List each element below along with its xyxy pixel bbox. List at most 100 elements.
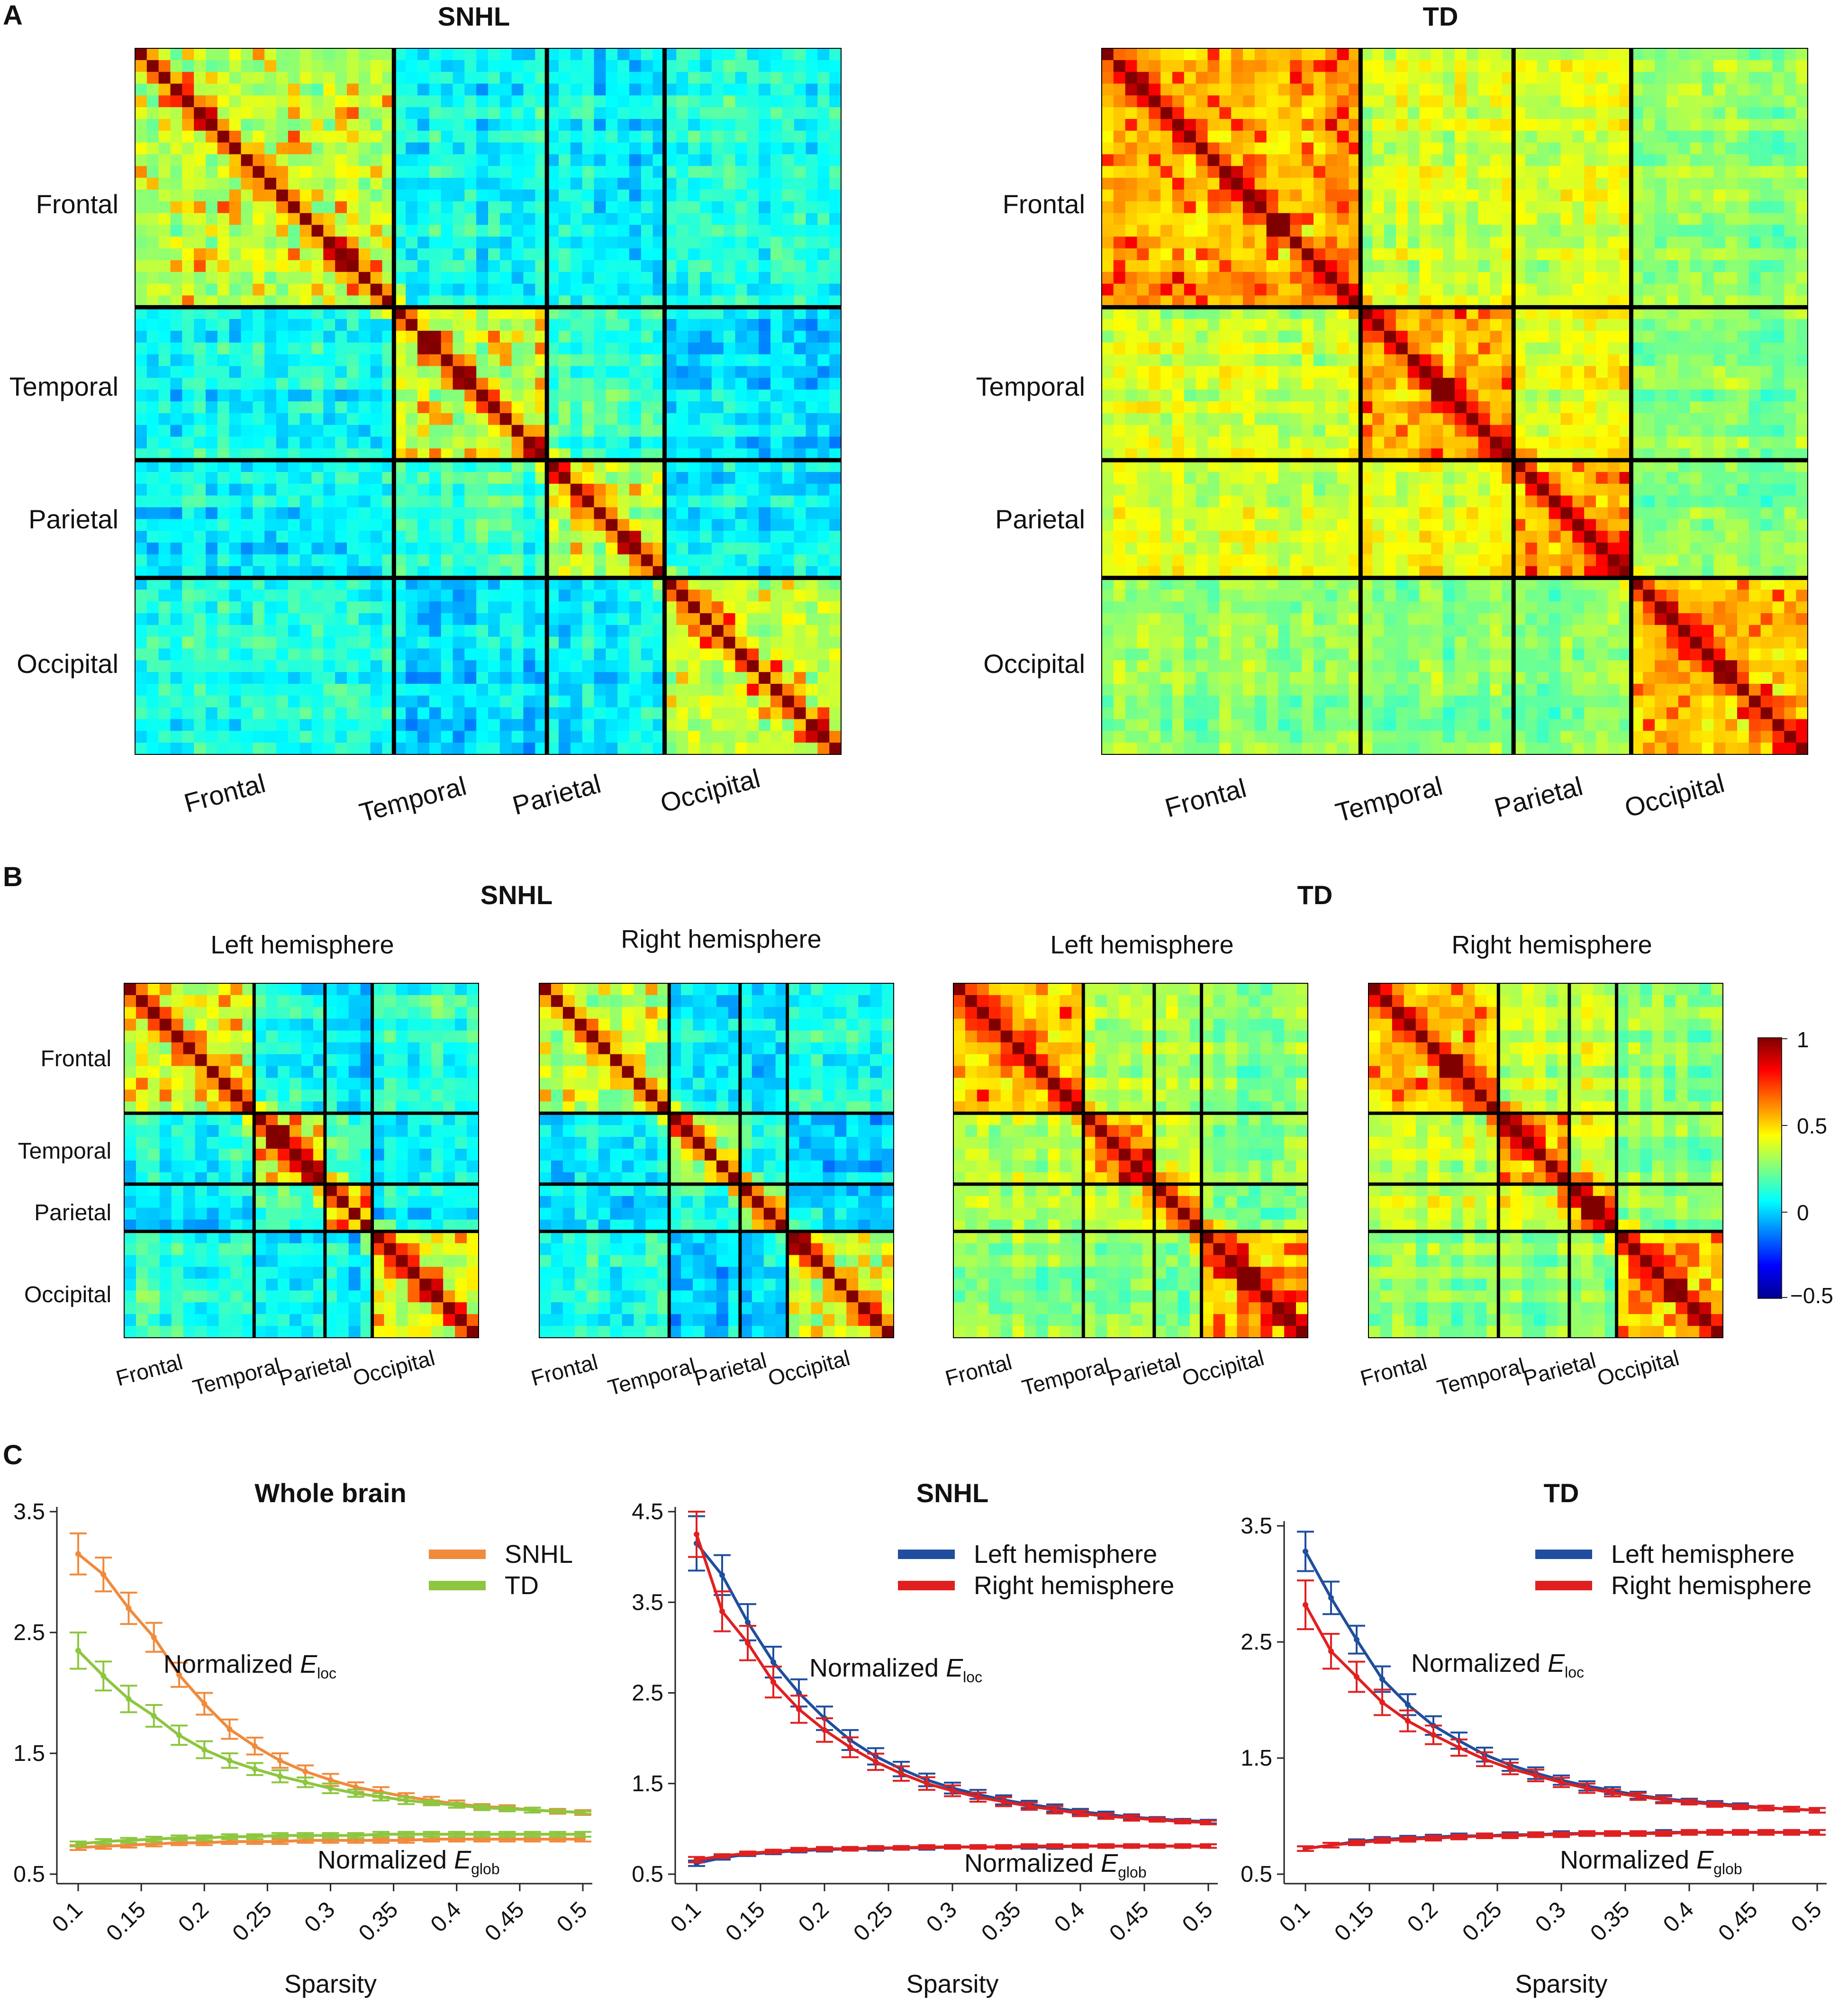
heatmap-cell [1607, 236, 1620, 249]
heatmap-cell [1337, 154, 1350, 166]
heatmap-cell [629, 142, 642, 155]
heatmap-cell [347, 390, 359, 402]
heatmap-cell [594, 648, 606, 661]
heatmap-cell [158, 589, 171, 602]
heatmap-cell [170, 425, 182, 437]
heatmap-cell [194, 390, 206, 402]
heatmap-cell [700, 107, 712, 119]
heatmap-cell [1125, 166, 1138, 178]
heatmap-cell [1725, 107, 1738, 119]
heatmap-cell [829, 342, 842, 355]
heatmap-cell [323, 95, 335, 108]
heatmap-cell [1690, 154, 1703, 166]
heatmap-cell [1748, 83, 1761, 96]
heatmap-cell [146, 236, 159, 249]
heatmap-cell [1137, 130, 1149, 143]
heatmap-cell [1690, 60, 1703, 73]
heatmap-cell [1325, 142, 1338, 155]
heatmap-cell [1149, 236, 1161, 249]
heatmap-cell [1667, 225, 1679, 237]
heatmap-cell [288, 130, 300, 143]
heatmap-cell [723, 390, 736, 402]
heatmap-cell [759, 507, 771, 519]
heatmap-cell [323, 319, 335, 331]
heatmap-cell [206, 636, 218, 649]
heatmap-cell [606, 166, 618, 178]
heatmap-cell [335, 272, 347, 284]
heatmap-cell [676, 636, 688, 649]
heatmap-cell [182, 107, 194, 119]
heatmap-cell [1325, 130, 1338, 143]
heatmap-cell [441, 130, 453, 143]
heatmap-cell [229, 190, 242, 202]
heatmap-cell [759, 589, 771, 602]
heatmap-cell [700, 178, 712, 190]
heatmap-cell [253, 390, 265, 402]
heatmap-cell [158, 283, 171, 296]
heatmap-cell [1490, 48, 1502, 61]
heatmap-cell [1254, 272, 1267, 284]
heatmap-cell [264, 483, 277, 496]
heatmap-cell [723, 531, 736, 543]
heatmap-cell [688, 648, 700, 661]
heatmap-cell [606, 425, 618, 437]
heatmap-cell [723, 625, 736, 637]
heatmap-cell [1796, 60, 1808, 73]
heatmap-cell [241, 107, 253, 119]
heatmap-cell [629, 272, 642, 284]
heatmap-cell [406, 543, 418, 555]
heatmap-cell [299, 601, 312, 614]
heatmap-cell [453, 531, 465, 543]
heatmap-cell [1596, 166, 1608, 178]
heatmap-cell [1395, 107, 1408, 119]
heatmap-cell [429, 719, 442, 731]
heatmap-cell [499, 142, 512, 155]
heatmap-cell [417, 331, 430, 343]
heatmap-cell [559, 531, 571, 543]
heatmap-cell [641, 331, 653, 343]
heatmap-cell [347, 95, 359, 108]
heatmap-cell [406, 531, 418, 543]
heatmap-cell [1525, 260, 1538, 272]
heatmap-cell [358, 684, 371, 696]
heatmap-cell [1748, 119, 1761, 131]
heatmap-cell [1137, 72, 1149, 84]
heatmap-cell [358, 95, 371, 108]
heatmap-cell [170, 660, 182, 672]
heatmap-cell [229, 507, 242, 519]
heatmap-cell [629, 436, 642, 449]
heatmap-cell [206, 743, 218, 755]
heatmap-cell [1537, 201, 1549, 214]
heatmap-cell [782, 83, 795, 96]
heatmap-cell [1290, 72, 1302, 84]
heatmap-cell [641, 119, 653, 131]
heatmap-cell [511, 225, 524, 237]
heatmap-cell [1196, 166, 1208, 178]
heatmap-cell [417, 436, 430, 449]
heatmap-cell [735, 166, 747, 178]
heatmap-cell [158, 354, 171, 367]
heatmap-cell [217, 636, 230, 649]
heatmap-cell [711, 507, 724, 519]
heatmap-cell [158, 483, 171, 496]
heatmap-cell [264, 531, 277, 543]
heatmap-cell [1325, 260, 1338, 272]
heatmap-cell [146, 684, 159, 696]
heatmap-cell [158, 695, 171, 708]
heatmap-cell [441, 166, 453, 178]
heatmap-cell [782, 225, 795, 237]
heatmap-cell [582, 472, 595, 484]
heatmap-cell [1231, 142, 1243, 155]
heatmap-cell [1596, 60, 1608, 73]
heatmap-cell [700, 554, 712, 567]
heatmap-cell [794, 283, 806, 296]
heatmap-cell [1431, 178, 1443, 190]
heatmap-cell [488, 472, 500, 484]
heatmap-cell [406, 60, 418, 73]
heatmap-cell [782, 589, 795, 602]
heatmap-cell [370, 472, 383, 484]
heatmap-cell [617, 72, 630, 84]
heatmap-cell [1525, 190, 1538, 202]
heatmap-cell [676, 601, 688, 614]
heatmap-cell [358, 178, 371, 190]
